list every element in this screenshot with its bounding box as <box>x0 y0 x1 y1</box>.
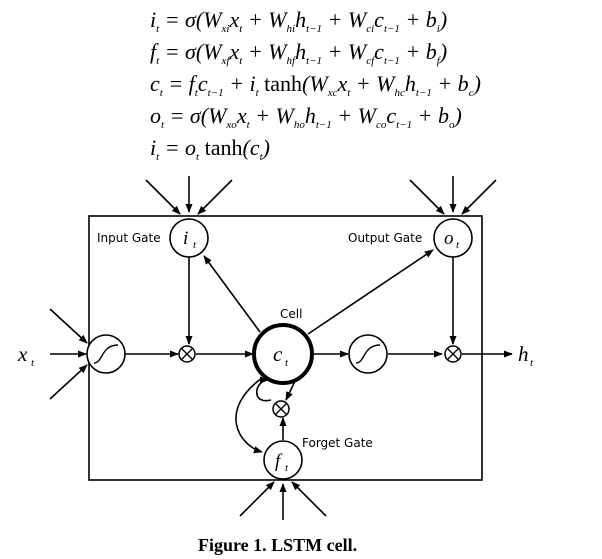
input-x-label: x t <box>17 342 35 369</box>
input-gate-symbol: i <box>183 228 188 249</box>
multiply-node-input <box>178 345 196 363</box>
output-gate-node: o t <box>433 218 473 258</box>
sigmoid-icon <box>355 344 381 364</box>
output-h-label: h t <box>518 342 534 369</box>
cell-node: c t <box>252 323 314 385</box>
cell-symbol: c <box>273 342 283 366</box>
input-gate-label: Input Gate <box>97 231 161 245</box>
multiply-node-output <box>444 345 462 363</box>
figure-caption: Figure 1. LSTM cell. <box>198 535 357 555</box>
forget-gate-label: Forget Gate <box>302 436 373 450</box>
equation-hidden: it​ = ot​ tanh(ct​) <box>150 135 270 163</box>
forget-gate-node: f t <box>263 440 303 480</box>
forget-gate-subscript: t <box>285 462 289 474</box>
cell-subscript: t <box>285 357 289 369</box>
sigmoid-icon <box>93 344 119 364</box>
incoming-arrows <box>49 176 497 520</box>
output-gate-subscript: t <box>456 239 460 251</box>
equation-input-gate: it​ = σ(Wxi​xt​ + Whi​ht−1​ + Wci​ct−1​ … <box>150 7 447 35</box>
equation-forget-gate: ft​ = σ(Wxf​xt​ + Whf​ht−1​ + Wcf​ct−1​ … <box>150 39 447 67</box>
cell-label: Cell <box>280 307 302 321</box>
input-gate-subscript: t <box>193 239 197 251</box>
output-symbol: h <box>518 342 529 366</box>
gate-connections <box>185 249 457 454</box>
equation-cell: ct​ = ft​ct−1​ + it​ tanh(Wxc​xt​ + Whc​… <box>150 71 481 99</box>
output-gate-symbol: o <box>444 228 454 249</box>
output-gate-label: Output Gate <box>348 231 422 245</box>
multiply-node-forget <box>272 400 290 418</box>
equation-output-gate: ot​ = σ(Wxo​xt​ + Who​ht−1​ + Wco​ct−1​ … <box>150 103 462 131</box>
input-gate-node: i t <box>169 218 209 258</box>
input-squash-node <box>86 334 126 374</box>
output-subscript: t <box>530 357 534 369</box>
equation-block: it​ = σ(Wxi​xt​ + Whi​ht−1​ + Wci​ct−1​ … <box>150 7 481 163</box>
forget-gate-symbol: f <box>275 451 283 472</box>
output-squash-node <box>348 334 388 374</box>
input-subscript: t <box>31 357 35 369</box>
input-symbol: x <box>17 342 28 366</box>
